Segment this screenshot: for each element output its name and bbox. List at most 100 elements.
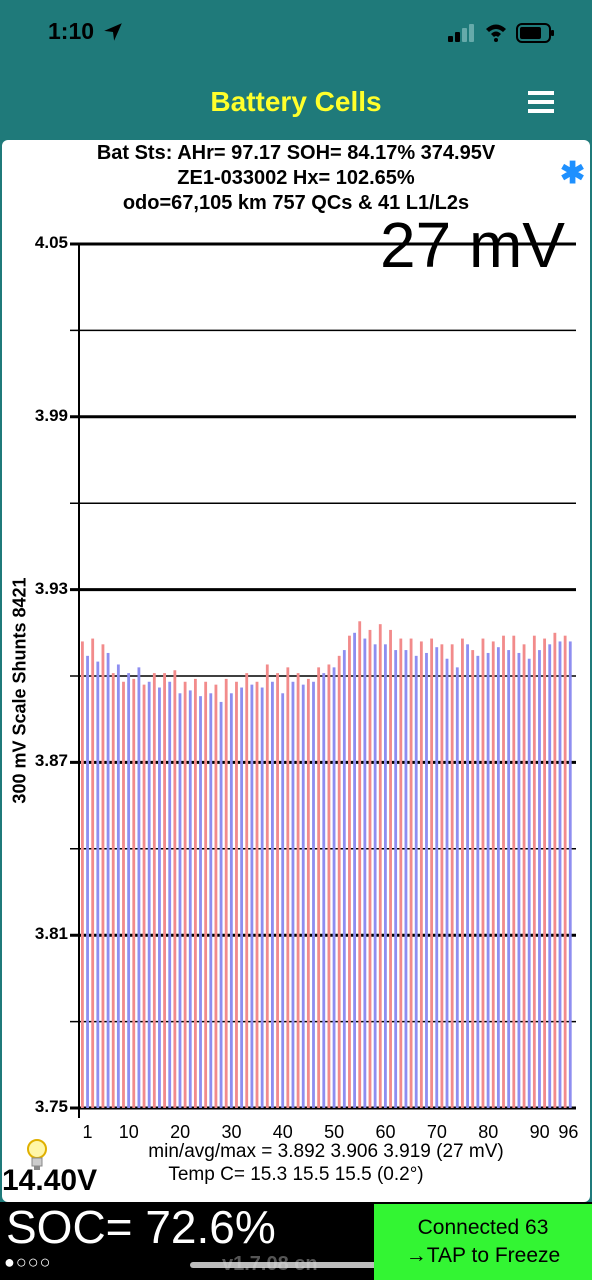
x-tick-label: 40 xyxy=(273,1122,293,1142)
cell-bar xyxy=(214,684,218,1108)
cell-bar xyxy=(265,664,269,1108)
lightbulb-icon[interactable] xyxy=(26,1138,48,1172)
bluetooth-asterisk-icon[interactable]: ✱ xyxy=(560,157,586,190)
cell-bar xyxy=(404,650,408,1108)
cell-bar xyxy=(378,624,382,1108)
cell-bar xyxy=(178,693,182,1108)
cell-bar xyxy=(250,684,254,1108)
status-bar: 1:10 xyxy=(0,0,592,70)
cell-bar xyxy=(209,693,213,1108)
x-tick-label: 60 xyxy=(376,1122,396,1142)
cell-bar xyxy=(568,641,572,1108)
cell-bar xyxy=(445,658,449,1108)
y-tick-label: 3.81 xyxy=(34,924,68,944)
odometer-line: odo=67,105 km 757 QCs & 41 L1/L2s xyxy=(122,192,470,214)
cell-bar xyxy=(548,644,552,1108)
cellular-signal-icon xyxy=(448,24,474,42)
cell-bar xyxy=(111,673,115,1108)
cell-bar xyxy=(229,693,233,1108)
cell-bar xyxy=(312,681,315,1108)
cell-bar xyxy=(466,644,469,1108)
cell-bar xyxy=(240,687,244,1108)
x-tick-label: 30 xyxy=(221,1122,241,1142)
status-time: 1:10 xyxy=(48,18,95,44)
cell-bar xyxy=(224,678,228,1108)
x-tick-label: 96 xyxy=(558,1122,578,1142)
cell-bar xyxy=(425,652,428,1108)
cell-bar xyxy=(81,641,84,1108)
cell-bar xyxy=(291,681,295,1108)
cell-bar xyxy=(204,681,208,1108)
cell-bar xyxy=(219,701,223,1108)
tap-to-freeze-button[interactable]: Connected 63 →TAP to Freeze xyxy=(374,1204,592,1280)
x-tick-label: 50 xyxy=(324,1122,344,1142)
x-tick-label: 1 xyxy=(83,1122,93,1142)
cell-bar xyxy=(363,638,367,1108)
cell-bar xyxy=(476,655,480,1108)
cell-bar xyxy=(173,670,177,1108)
cell-bar xyxy=(353,632,356,1108)
wifi-icon xyxy=(486,24,506,42)
cell-bar xyxy=(322,673,326,1108)
cell-bar xyxy=(260,687,264,1108)
cell-bar xyxy=(86,655,89,1108)
cell-bar xyxy=(101,644,105,1108)
cell-bar xyxy=(496,647,500,1108)
cell-bar xyxy=(255,681,259,1108)
cell-bar xyxy=(491,641,495,1108)
cell-bar xyxy=(399,638,403,1108)
cell-bar xyxy=(122,681,125,1108)
cell-bar xyxy=(327,664,331,1108)
cell-bar xyxy=(193,678,197,1108)
cell-bar xyxy=(281,693,285,1108)
cell-bar xyxy=(163,673,166,1108)
cell-bar xyxy=(127,673,131,1108)
x-tick-label: 80 xyxy=(478,1122,498,1142)
cell-bar xyxy=(286,667,290,1108)
cell-bar xyxy=(296,673,300,1108)
home-indicator[interactable] xyxy=(190,1262,402,1268)
page-indicator-dots[interactable]: ●○○○ xyxy=(4,1252,52,1272)
cell-bar xyxy=(414,655,418,1108)
vehicle-id-line: ZE1-033002 Hx= 102.65% xyxy=(177,167,415,189)
cell-bar xyxy=(106,652,110,1108)
battery-icon xyxy=(516,23,554,43)
nav-bar: Battery Cells xyxy=(0,70,592,138)
cell-bar xyxy=(527,658,531,1108)
cell-bar xyxy=(440,644,444,1108)
cell-bar xyxy=(183,681,187,1108)
cell-bar xyxy=(517,652,521,1108)
cell-bar xyxy=(373,644,377,1108)
cell-bar xyxy=(235,681,238,1108)
cell-bar xyxy=(271,681,274,1108)
y-tick-label: 4.05 xyxy=(34,233,68,252)
cell-bar xyxy=(317,667,321,1108)
voltage-spread-label: 27 mV xyxy=(380,209,565,281)
freeze-hint: →TAP to Freeze xyxy=(405,1244,561,1267)
cell-bar xyxy=(342,650,346,1108)
cell-bar xyxy=(158,687,161,1108)
x-tick-label: 70 xyxy=(427,1122,447,1142)
cell-bar xyxy=(538,650,541,1108)
cell-bar xyxy=(409,638,413,1108)
cell-bar xyxy=(435,647,439,1108)
cell-bar xyxy=(512,635,516,1108)
cell-bar xyxy=(383,644,387,1108)
cell-bar xyxy=(558,641,562,1108)
hamburger-menu-icon[interactable] xyxy=(528,86,556,120)
cell-bar xyxy=(147,681,151,1108)
cell-bar xyxy=(142,684,146,1108)
cell-bar xyxy=(471,650,475,1108)
cell-bar xyxy=(337,655,341,1108)
y-tick-label: 3.99 xyxy=(34,405,68,425)
y-tick-label: 3.75 xyxy=(34,1097,68,1116)
cell-bar xyxy=(301,684,305,1108)
temperature-text: Temp C= 15.3 15.5 15.5 (0.2°) xyxy=(168,1164,424,1185)
cell-bar xyxy=(461,638,464,1108)
x-tick-label: 10 xyxy=(119,1122,139,1142)
cell-bar xyxy=(348,635,351,1108)
cell-bar xyxy=(96,661,100,1108)
cell-bar xyxy=(332,667,336,1108)
y-tick-label: 3.93 xyxy=(34,578,68,598)
